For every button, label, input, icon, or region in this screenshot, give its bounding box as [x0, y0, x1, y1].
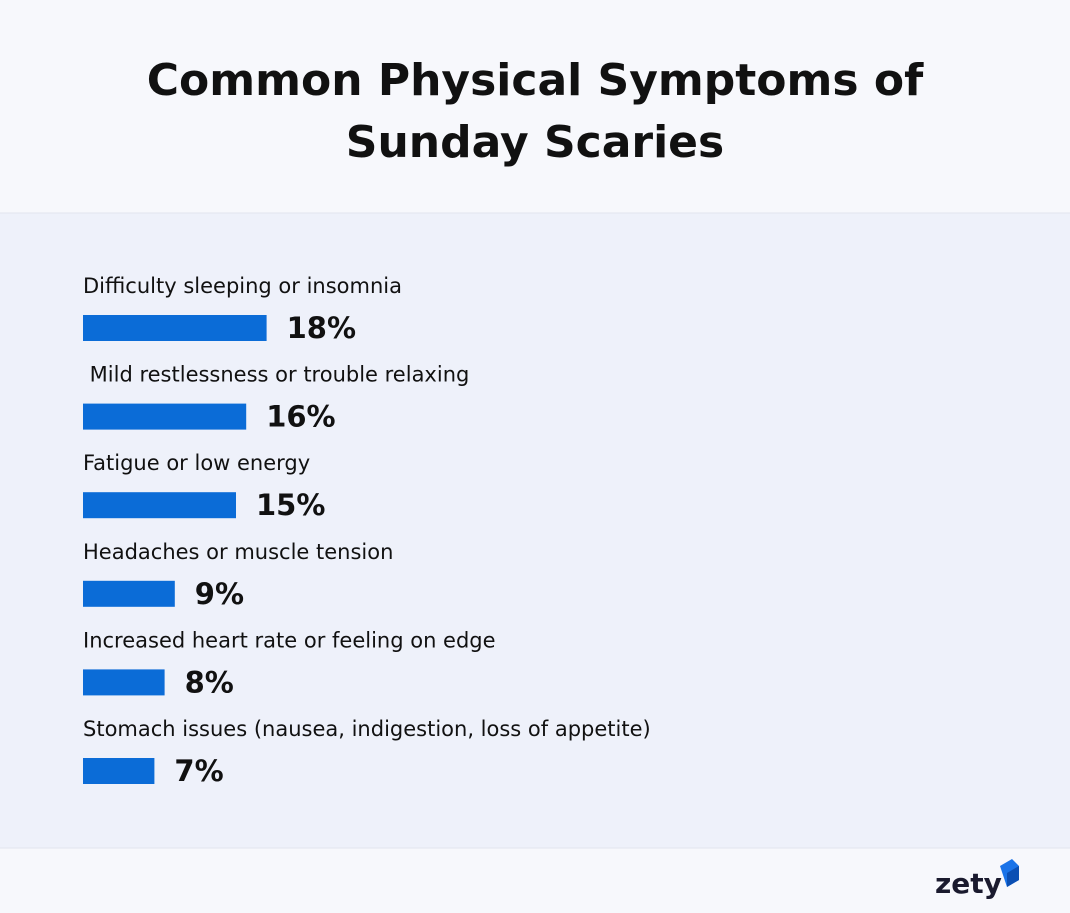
bar [83, 580, 175, 607]
chart-title: Common Physical Symptoms of Sunday Scarie… [147, 55, 924, 168]
logo-icon [1000, 859, 1019, 887]
category-label: Mild restlessness or trouble relaxing [83, 363, 469, 387]
value-label: 8% [185, 665, 234, 699]
category-label: Difficulty sleeping or insomnia [83, 274, 402, 298]
header-band [0, 0, 1070, 213]
category-label: Fatigue or low energy [83, 451, 310, 475]
bar [83, 492, 236, 519]
category-label: Headaches or muscle tension [83, 540, 393, 564]
value-label: 9% [195, 577, 244, 611]
footer-band [0, 848, 1070, 913]
plot-band [0, 213, 1070, 848]
bar [83, 403, 247, 430]
value-label: 7% [174, 754, 223, 788]
logo: zety [935, 867, 1002, 900]
value-label: 15% [256, 488, 325, 522]
bar [83, 758, 155, 784]
bar [83, 669, 165, 696]
category-label: Stomach issues (nausea, indigestion, los… [83, 717, 651, 741]
category-label: Increased heart rate or feeling on edge [83, 628, 496, 652]
value-label: 18% [287, 311, 356, 345]
bar [83, 315, 267, 341]
value-label: 16% [266, 400, 335, 434]
